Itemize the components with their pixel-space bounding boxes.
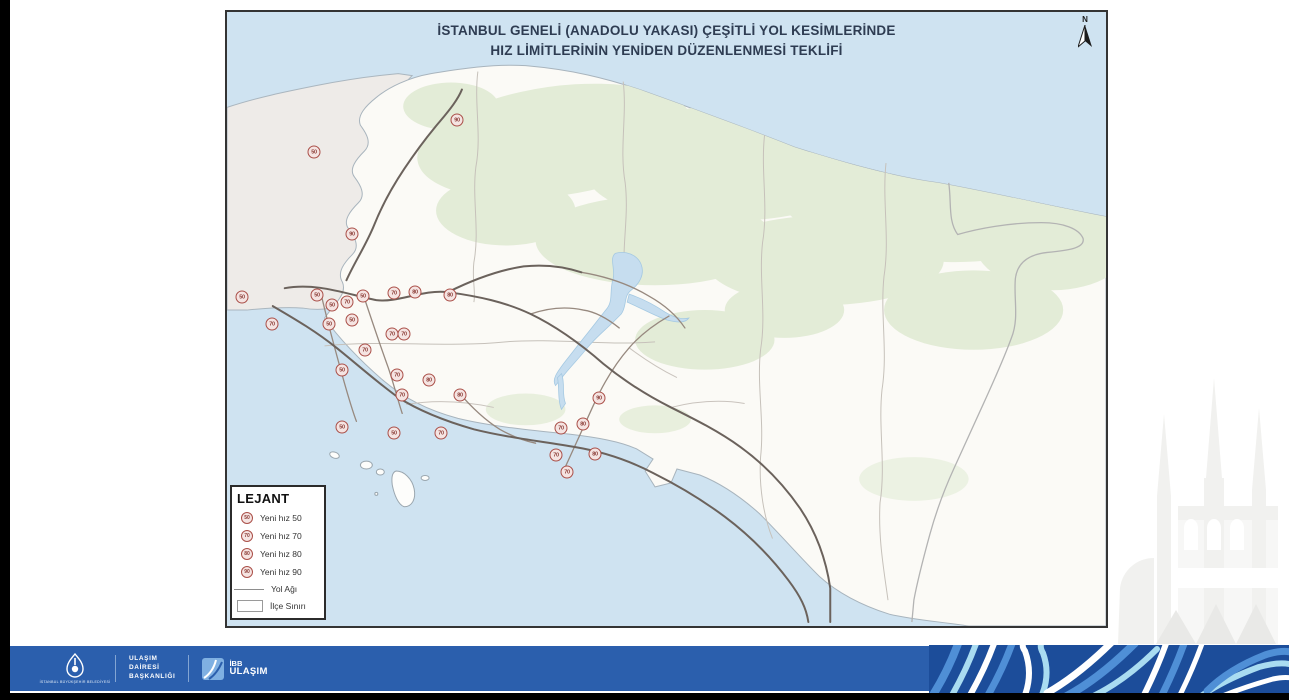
speed-sign-marker: 50	[356, 289, 370, 303]
speed-sign-marker: 90	[450, 113, 464, 127]
speed-sign-marker: 50	[307, 145, 321, 159]
province-boundary	[911, 182, 1084, 623]
speed-sign-marker: 70	[395, 388, 409, 402]
speed-sign-marker: 70	[387, 286, 401, 300]
transport-department-label: ULAŞIM DAİRESİ BAŞKANLIĞI	[129, 655, 176, 680]
secondary-roads	[320, 271, 686, 472]
speed-sign-marker: 50	[345, 313, 359, 327]
speed-sign-marker: 70	[340, 295, 354, 309]
legend-item-district-boundary: İlçe Sınırı	[232, 597, 324, 615]
map-title-line2: HIZ LİMİTLERİNİN YENİDEN DÜZENLENMESİ TE…	[490, 42, 843, 58]
road-line-icon	[234, 588, 264, 590]
speed-sign-marker: 70	[560, 465, 574, 479]
ibb-ulasim-icon	[202, 657, 225, 680]
speed-sign-marker: 80	[588, 447, 602, 461]
district-boundary-icon	[237, 600, 263, 612]
speed-70-icon: 70	[241, 530, 253, 542]
princes-islands	[329, 451, 430, 508]
speed-90-icon: 90	[241, 566, 253, 578]
speed-sign-marker: 70	[265, 317, 279, 331]
letterbox-left	[0, 0, 10, 700]
speed-sign-marker: 80	[576, 417, 590, 431]
speed-sign-marker: 50	[335, 420, 349, 434]
legend-title: LEJANT	[237, 491, 290, 506]
legend-item-speed-90: 90 Yeni hız 90	[232, 563, 324, 581]
speed-sign-marker: 90	[592, 391, 606, 405]
ibb-ulasim-logo: İBB ULAŞIM	[202, 657, 268, 680]
speed-sign-marker: 80	[408, 285, 422, 299]
speed-sign-marker: 70	[554, 421, 568, 435]
letterbox-bottom	[0, 693, 1289, 700]
main-roads	[271, 88, 832, 624]
legend-item-speed-80: 80 Yeni hız 80	[232, 545, 324, 563]
map-title: İSTANBUL GENELİ (ANADOLU YAKASI) ÇEŞİTLİ…	[227, 21, 1106, 60]
legend-item-speed-50: 50 Yeni hız 50	[232, 509, 324, 527]
speed-sign-marker: 80	[443, 288, 457, 302]
speed-sign-marker: 50	[387, 426, 401, 440]
legend-item-speed-70: 70 Yeni hız 70	[232, 527, 324, 545]
ibb-municipality-logo: İSTANBUL BÜYÜKŞEHİR BELEDİYESİ	[40, 653, 110, 684]
map-title-line1: İSTANBUL GENELİ (ANADOLU YAKASI) ÇEŞİTLİ…	[437, 23, 896, 38]
speed-sign-markers-layer: 90 90 50 50 70 50 50 70 50 70 80 80 50 50 70 70 70 50 70 70…	[227, 12, 1106, 626]
istanbul-map	[227, 12, 1106, 626]
minor-roads	[406, 347, 745, 408]
mosque-silhouette-watermark	[1118, 378, 1278, 644]
speed-sign-marker: 70	[434, 426, 448, 440]
footer-divider	[188, 655, 190, 682]
speed-sign-marker: 70	[549, 448, 563, 462]
speed-50-icon: 50	[241, 512, 253, 524]
speed-sign-marker: 50	[235, 290, 249, 304]
speed-sign-marker: 70	[390, 368, 404, 382]
map-panel: İSTANBUL GENELİ (ANADOLU YAKASI) ÇEŞİTLİ…	[225, 10, 1108, 628]
speed-sign-marker: 50	[310, 288, 324, 302]
ibb-ulasim-label: İBB ULAŞIM	[229, 658, 268, 678]
speed-sign-marker: 50	[325, 298, 339, 312]
speed-sign-marker: 80	[422, 373, 436, 387]
north-label: N	[1082, 15, 1088, 24]
footer-wave-pattern	[929, 645, 1289, 693]
speed-sign-marker: 90	[345, 227, 359, 241]
speed-sign-marker: 80	[453, 388, 467, 402]
north-arrow-icon	[1076, 24, 1092, 49]
legend-box: LEJANT 50 Yeni hız 50 70 Yeni hız 70 80 …	[230, 485, 326, 620]
north-arrow: N	[1074, 15, 1096, 54]
speed-sign-marker: 70	[397, 327, 411, 341]
speed-sign-marker: 50	[322, 317, 336, 331]
legend-item-road-network: Yol Ağı	[232, 581, 324, 597]
omerli-reservoir	[553, 252, 690, 411]
ibb-emblem-icon	[66, 653, 84, 678]
speed-sign-marker: 50	[335, 363, 349, 377]
speed-sign-marker: 70	[358, 343, 372, 357]
footer-divider	[115, 655, 116, 682]
ibb-logo-caption: İSTANBUL BÜYÜKŞEHİR BELEDİYESİ	[39, 680, 111, 684]
speed-80-icon: 80	[241, 548, 253, 560]
